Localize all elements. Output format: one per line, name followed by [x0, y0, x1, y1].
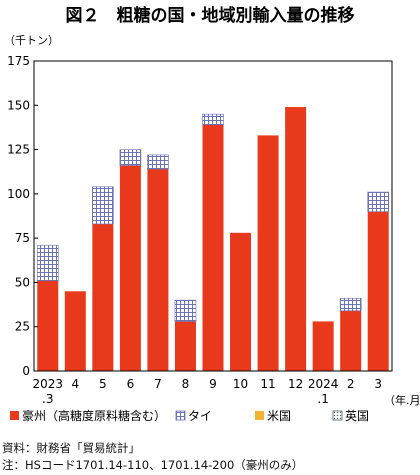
bar-segment — [339, 298, 362, 312]
bar-segment — [92, 223, 114, 371]
plot-frame — [33, 60, 393, 372]
x-tick-label: 9 — [209, 377, 217, 391]
y-axis: 0 25 50 75 100 125 150 175 — [7, 54, 38, 378]
x-tick-label: 3 — [374, 377, 382, 391]
legend-label: 豪州（高糖度原料糖含む） — [22, 408, 166, 423]
bar-segment — [367, 211, 389, 371]
x-tick-label: 12 — [288, 377, 303, 391]
legend-label: 英国 — [345, 409, 369, 423]
bar-segment — [340, 310, 362, 371]
bar-segment — [312, 321, 334, 371]
y-tick-label: 100 — [7, 187, 30, 201]
footnote: 注：HSコード1701.14-110、1701.14-200（豪州のみ） — [2, 458, 304, 472]
bar-segment — [37, 280, 59, 371]
x-tick-label: 11 — [260, 377, 275, 391]
bar-segment — [64, 291, 86, 371]
bar-segment — [174, 321, 196, 371]
bar-segment — [202, 113, 224, 126]
legend-label: 米国 — [267, 409, 291, 423]
y-tick-label: 150 — [7, 98, 30, 112]
source-note: 資料：財務省「貿易統計」 — [2, 441, 140, 455]
legend-swatch — [332, 410, 343, 421]
legend: 豪州（高糖度原料糖含む） タイ 米国 英国 — [10, 408, 369, 423]
bar-segment — [119, 149, 142, 166]
legend-swatch — [175, 410, 186, 421]
bar-segment — [285, 107, 307, 372]
legend-label: タイ — [188, 409, 212, 423]
x-tick-label: 2023.3 — [32, 377, 63, 406]
y-tick-label: 75 — [15, 231, 30, 245]
y-tick-label: 175 — [7, 54, 30, 68]
x-axis: 2023.3 4 5 6 7 8 9 10 11 12 2024.1 2 3 — [32, 377, 382, 406]
bar-segment — [230, 232, 252, 371]
y-tick-label: 0 — [22, 364, 30, 378]
y-tick-label: 125 — [7, 143, 30, 157]
chart-title: 図２ 粗糖の国・地域別輸入量の推移 — [66, 5, 355, 26]
bar-segment — [147, 154, 169, 170]
y-tick-label: 25 — [15, 320, 30, 334]
y-tick-label: 50 — [15, 275, 30, 289]
bar-segment — [174, 299, 197, 322]
y-axis-unit-label: （千トン） — [4, 34, 59, 47]
x-tick-label: 4 — [71, 377, 79, 391]
x-tick-label: 7 — [154, 377, 162, 391]
x-tick-label: 2 — [347, 377, 355, 391]
x-tick-label: 6 — [127, 377, 135, 391]
legend-swatch — [255, 411, 264, 420]
x-tick-label: 5 — [99, 377, 107, 391]
bar-segment — [92, 186, 114, 225]
x-tick-label: 10 — [233, 377, 248, 391]
bar-segment — [257, 135, 279, 371]
x-tick-label: 2024.1 — [308, 377, 339, 406]
bar-segment — [119, 165, 141, 371]
bar-segment — [147, 169, 169, 371]
bars-layer — [36, 107, 390, 372]
bar-segment — [36, 244, 59, 281]
x-axis-unit-label: （年.月） — [384, 393, 420, 407]
legend-swatch — [10, 411, 19, 420]
x-tick-label: 8 — [182, 377, 190, 391]
bar-segment — [367, 191, 390, 212]
bar-segment — [202, 124, 224, 372]
